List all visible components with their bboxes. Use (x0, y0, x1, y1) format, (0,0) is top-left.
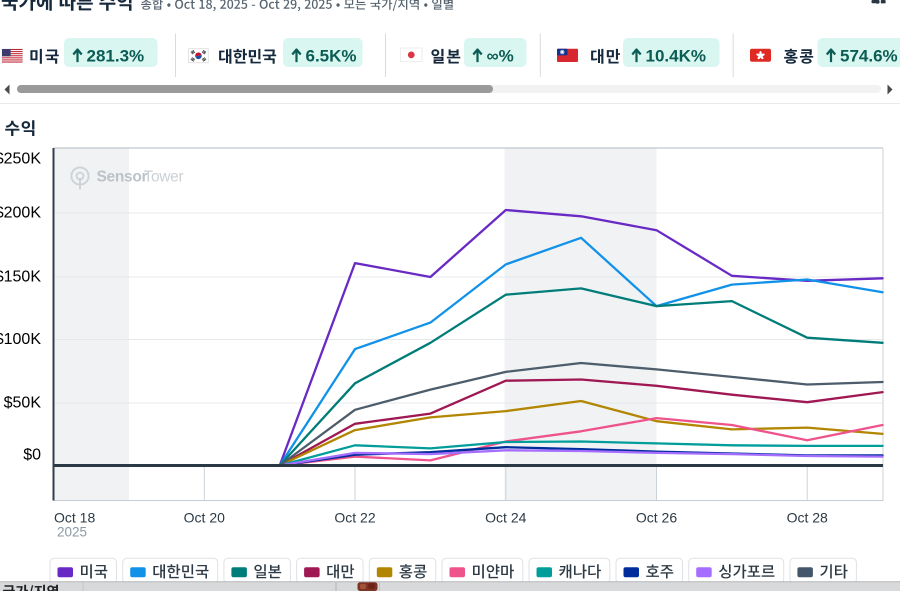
svg-text:$250K: $250K (0, 151, 41, 168)
svg-text:2025: 2025 (57, 525, 87, 540)
svg-text:$200K: $200K (0, 205, 41, 222)
svg-text:$100K: $100K (0, 331, 41, 348)
svg-text:Oct 26: Oct 26 (636, 510, 677, 526)
svg-text:Oct 28: Oct 28 (787, 510, 828, 526)
svg-text:Oct 24: Oct 24 (485, 510, 526, 526)
svg-text:∞%: ∞% (487, 47, 514, 66)
svg-text:Oct 18: Oct 18 (54, 510, 95, 526)
svg-text:6.5K%: 6.5K% (306, 47, 357, 66)
svg-text:$0: $0 (23, 447, 41, 464)
svg-text:10.4K%: 10.4K% (646, 47, 706, 66)
svg-text:Tower: Tower (144, 169, 184, 186)
svg-text:Oct 20: Oct 20 (184, 510, 225, 526)
svg-text:574.6%: 574.6% (840, 47, 898, 66)
svg-text:Sensor: Sensor (97, 169, 148, 186)
svg-text:281.3%: 281.3% (87, 47, 145, 66)
svg-text:Oct 22: Oct 22 (334, 510, 375, 526)
svg-text:...: ... (60, 582, 71, 591)
svg-text:$150K: $150K (0, 269, 41, 286)
svg-text:$50K: $50K (4, 395, 42, 412)
